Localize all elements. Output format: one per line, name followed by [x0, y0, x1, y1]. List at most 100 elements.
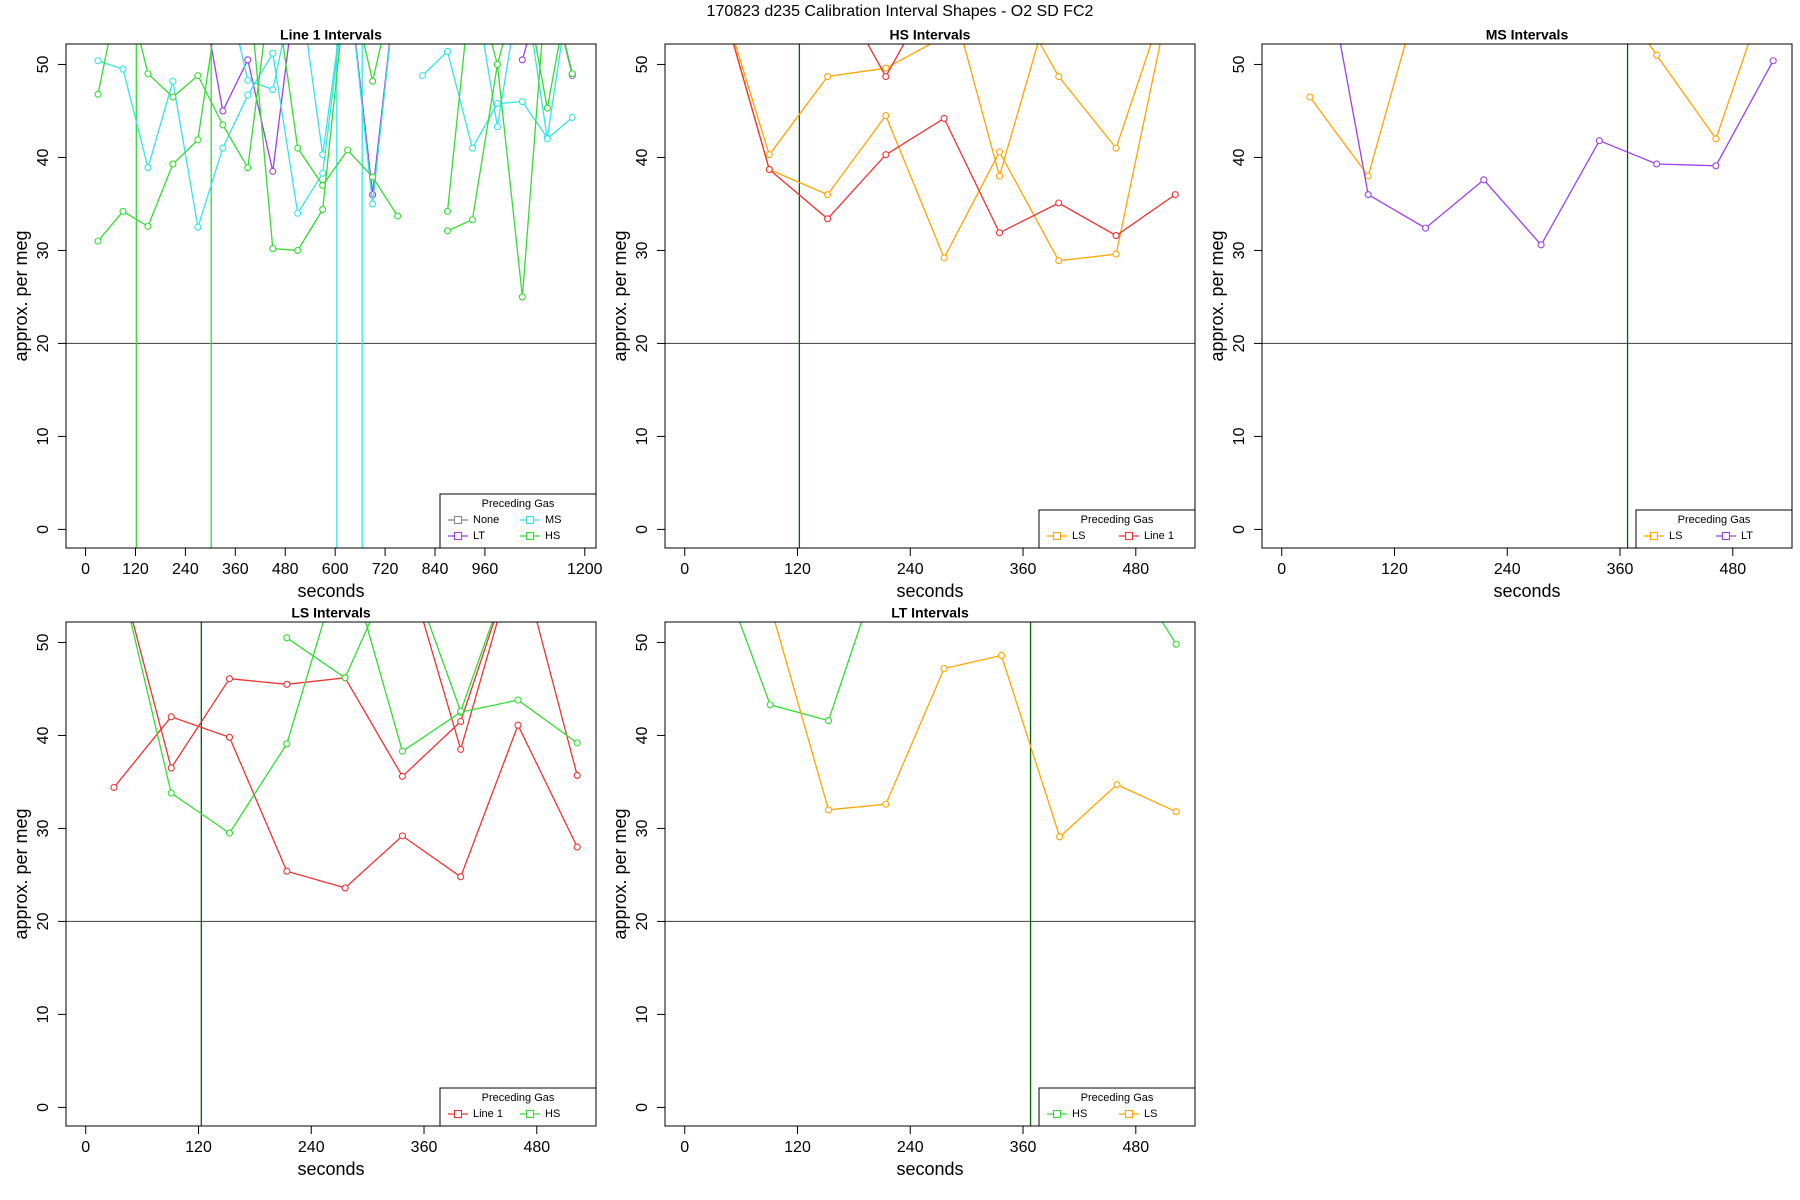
x-tick-label: 600	[322, 561, 349, 578]
x-tick-label: 120	[185, 1139, 212, 1156]
x-tick-label: 840	[422, 561, 449, 578]
data-point	[443, 207, 452, 215]
data-point	[468, 216, 476, 224]
data-point	[493, 99, 501, 108]
series-line	[210, 44, 573, 195]
y-tick-label: 50	[634, 55, 651, 73]
x-tick-label: 0	[81, 1139, 90, 1156]
legend-label: LS	[1072, 530, 1085, 542]
legend-label: LT	[1741, 530, 1753, 542]
y-tick-label: 40	[35, 726, 52, 744]
panel-title: HS Intervals	[890, 27, 971, 43]
panel: 0 120 240 360 480 0 10 20 30 40 50 LT Intervals seco…	[610, 546, 1196, 1179]
plot-frame	[65, 43, 597, 549]
data-point	[765, 151, 773, 159]
data-point	[1653, 160, 1661, 168]
x-tick-label: 480	[1122, 1139, 1149, 1156]
legend-title: Preceding Gas	[1678, 514, 1751, 526]
data-point	[468, 144, 476, 152]
legend-swatch	[1052, 1109, 1062, 1119]
data-point	[573, 843, 581, 851]
plot-frame	[664, 43, 1196, 549]
data-point	[995, 172, 1004, 180]
data-point	[225, 675, 234, 683]
legend-swatch	[1124, 531, 1134, 541]
legend-swatch	[1052, 531, 1062, 541]
data-point	[568, 113, 576, 122]
data-point	[94, 90, 102, 98]
data-point	[568, 70, 576, 78]
y-tick-label: 0	[1231, 525, 1248, 534]
x-axis-label: seconds	[896, 581, 963, 601]
data-point	[1769, 57, 1777, 65]
legend-label: HS	[545, 530, 560, 542]
legend-box	[1038, 1087, 1196, 1127]
data-point	[399, 546, 405, 552]
data-point	[940, 114, 948, 122]
data-point	[144, 70, 152, 78]
data-point	[457, 745, 465, 753]
data-point	[111, 546, 117, 552]
data-point	[1653, 51, 1661, 59]
legend-title: Preceding Gas	[482, 498, 555, 510]
legend: Preceding Gas None LT MS HS	[439, 493, 597, 549]
data-point	[169, 77, 177, 85]
data-point	[94, 237, 102, 245]
legend-swatch	[1649, 531, 1659, 541]
y-tick-label: 40	[634, 726, 651, 744]
data-point	[882, 112, 890, 120]
data-point	[767, 602, 773, 608]
data-point	[283, 867, 291, 875]
data-point	[269, 245, 277, 253]
series-line	[427, 622, 494, 714]
data-point	[457, 717, 465, 726]
x-tick-label: 120	[122, 561, 149, 578]
x-tick-label: 480	[1122, 561, 1149, 578]
data-point	[824, 215, 832, 223]
data-point	[882, 72, 890, 81]
x-tick-label: 360	[1010, 1139, 1037, 1156]
data-point	[995, 229, 1004, 237]
y-tick-label: 20	[35, 912, 52, 930]
x-tick-label: 0	[1277, 561, 1286, 578]
series-line	[1648, 44, 1750, 141]
data-point	[219, 121, 227, 129]
data-point	[766, 701, 774, 709]
data-point	[399, 546, 405, 552]
data-point	[294, 209, 302, 217]
data-point	[710, 546, 716, 552]
legend-label: HS	[545, 1108, 560, 1120]
data-point	[319, 151, 327, 159]
legend: Preceding Gas LS LT	[1635, 509, 1793, 549]
legend-label: MS	[545, 514, 562, 526]
data-point	[997, 651, 1005, 660]
legend-title: Preceding Gas	[482, 1092, 555, 1104]
plot-area	[665, 44, 1195, 548]
legend-swatch	[525, 531, 535, 541]
data-point	[1055, 199, 1063, 207]
data-point	[493, 123, 501, 131]
x-axis-label: seconds	[297, 1159, 364, 1179]
data-point	[765, 165, 773, 174]
data-point	[1421, 224, 1430, 232]
data-point	[225, 733, 234, 741]
y-tick-label: 30	[35, 241, 52, 259]
panel-title: LT Intervals	[891, 605, 969, 621]
data-point	[883, 546, 889, 552]
data-point	[1364, 191, 1372, 199]
y-tick-label: 20	[634, 334, 651, 352]
data-point	[514, 696, 522, 704]
data-point	[194, 223, 202, 231]
data-point	[169, 93, 177, 101]
legend-label: LS	[1669, 530, 1682, 542]
x-tick-label: 360	[222, 561, 249, 578]
data-point	[294, 144, 302, 152]
data-point	[443, 227, 452, 235]
data-point	[518, 98, 526, 106]
panel: 0 120 240 360 480 0 10 20 30 40 50 LS Intervals seco…	[11, 546, 597, 1179]
data-point	[167, 764, 175, 772]
data-point	[394, 212, 402, 220]
x-tick-label: 0	[680, 1139, 689, 1156]
x-axis-label: seconds	[1493, 581, 1560, 601]
data-point	[710, 546, 716, 552]
